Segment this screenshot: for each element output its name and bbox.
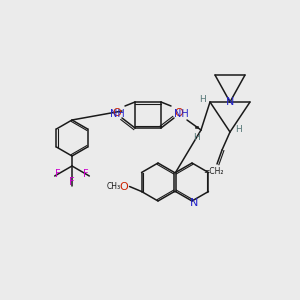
Text: F: F <box>55 169 61 179</box>
Text: F: F <box>83 169 89 179</box>
Text: NH: NH <box>110 109 124 119</box>
Text: H: H <box>193 133 200 142</box>
Text: O: O <box>119 182 128 191</box>
Text: CH₃: CH₃ <box>106 182 121 191</box>
Text: H: H <box>199 94 206 103</box>
Text: O: O <box>112 108 122 118</box>
Text: O: O <box>175 108 183 118</box>
Text: N: N <box>190 198 198 208</box>
Text: NH: NH <box>174 109 188 119</box>
Text: F: F <box>69 177 75 187</box>
Text: =CH₂: =CH₂ <box>203 167 223 176</box>
Text: N: N <box>226 97 234 107</box>
Text: H: H <box>235 125 242 134</box>
